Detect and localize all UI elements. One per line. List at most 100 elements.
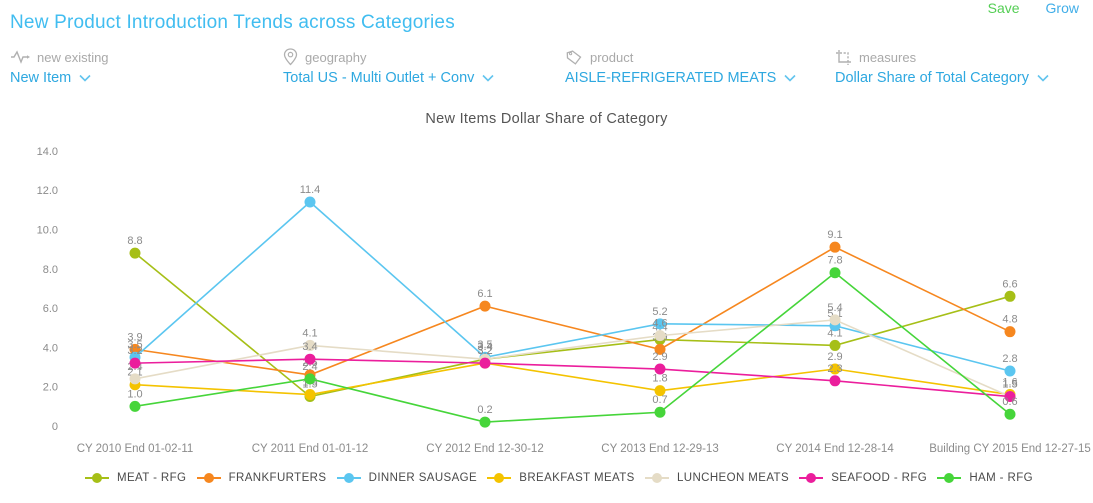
y-axis-tick: 12.0 <box>37 185 58 197</box>
legend-item[interactable]: LUNCHEON MEATS <box>644 472 789 484</box>
data-point[interactable] <box>304 389 316 401</box>
data-label: 11.4 <box>300 184 321 196</box>
x-axis-label: Building CY 2015 End 12-27-15 <box>929 443 1091 455</box>
line-chart: 14.0 12.0 10.0 8.0 6.0 4.0 2.0 0 CY 2010 End 01-… <box>0 138 1093 468</box>
data-point[interactable] <box>829 375 841 387</box>
legend-label: HAM - RFG <box>969 472 1033 484</box>
data-label: 1.5 <box>1002 379 1017 391</box>
data-point[interactable] <box>654 363 666 375</box>
data-point[interactable] <box>1004 391 1016 403</box>
data-label: 1.0 <box>127 388 142 400</box>
data-point[interactable] <box>129 373 141 385</box>
pulse-icon <box>10 49 30 65</box>
data-label: 3.9 <box>127 331 142 343</box>
x-axis-label: CY 2013 End 12-29-13 <box>601 443 718 455</box>
grow-button[interactable]: Grow <box>1045 0 1079 16</box>
header-actions: Save Grow <box>988 0 1079 16</box>
data-point[interactable] <box>829 267 841 279</box>
data-label: 3.4 <box>477 341 492 353</box>
legend-item[interactable]: FRANKFURTERS <box>196 472 327 484</box>
data-point[interactable] <box>304 339 316 351</box>
data-label: 3.2 <box>477 345 492 357</box>
filter-value[interactable]: New Item <box>10 70 72 86</box>
data-point[interactable] <box>829 241 841 253</box>
x-axis-label: CY 2010 End 01-02-11 <box>77 443 194 455</box>
measures-dropdown[interactable]: Dollar Share of Total Category <box>835 70 1093 86</box>
filter-new-existing: new existing New Item <box>10 48 283 92</box>
data-point[interactable] <box>654 343 666 355</box>
series-line <box>134 252 1011 398</box>
data-point[interactable] <box>304 373 316 385</box>
data-label: 3.2 <box>127 345 142 357</box>
data-point[interactable] <box>479 300 491 312</box>
geography-dropdown[interactable]: Total US - Multi Outlet + Conv <box>283 70 565 86</box>
data-point[interactable] <box>829 339 841 351</box>
crop-icon <box>835 49 852 66</box>
data-point[interactable] <box>829 363 841 375</box>
data-point[interactable] <box>654 385 666 397</box>
chevron-down-icon <box>784 74 796 82</box>
filter-value[interactable]: AISLE-REFRIGERATED MEATS <box>565 70 777 86</box>
data-point[interactable] <box>479 357 491 369</box>
legend-marker-icon <box>937 473 962 483</box>
legend-item[interactable]: BREAKFAST MEATS <box>487 472 635 484</box>
legend-label: FRANKFURTERS <box>228 472 327 484</box>
save-button[interactable]: Save <box>987 0 1020 16</box>
data-point[interactable] <box>129 357 141 369</box>
series-line <box>134 271 1011 423</box>
data-point[interactable] <box>654 318 666 330</box>
data-label: 4.6 <box>652 318 667 330</box>
filter-product: product AISLE-REFRIGERATED MEATS <box>565 48 835 92</box>
data-point[interactable] <box>654 330 666 342</box>
data-point[interactable] <box>304 353 316 365</box>
data-point[interactable] <box>129 343 141 355</box>
x-axis-label: CY 2012 End 12-30-12 <box>426 443 543 455</box>
data-label: 3.5 <box>127 339 142 351</box>
filter-value[interactable]: Total US - Multi Outlet + Conv <box>283 70 475 86</box>
data-point[interactable] <box>1004 290 1016 302</box>
legend-item[interactable]: DINNER SAUSAGE <box>336 472 477 484</box>
data-point[interactable] <box>829 314 841 326</box>
data-point[interactable] <box>304 196 316 208</box>
data-label: 5.2 <box>652 306 667 318</box>
data-point[interactable] <box>654 406 666 418</box>
filter-geography: geography Total US - Multi Outlet + Conv <box>283 48 565 92</box>
filter-label: measures <box>859 49 917 65</box>
filter-label: new existing <box>37 49 109 65</box>
data-point[interactable] <box>1004 365 1016 377</box>
y-axis-tick: 6.0 <box>43 303 58 315</box>
data-point[interactable] <box>129 400 141 412</box>
product-dropdown[interactable]: AISLE-REFRIGERATED MEATS <box>565 70 835 86</box>
data-point[interactable] <box>129 247 141 259</box>
legend-item[interactable]: MEAT - RFG <box>85 472 186 484</box>
chevron-down-icon <box>79 74 91 82</box>
data-point[interactable] <box>1004 326 1016 338</box>
legend-item[interactable]: HAM - RFG <box>937 472 1033 484</box>
series-line <box>134 246 1011 376</box>
data-label: 0.7 <box>652 394 667 406</box>
legend-item[interactable]: SEAFOOD - RFG <box>799 472 927 484</box>
legend-marker-icon <box>85 473 109 483</box>
new-existing-dropdown[interactable]: New Item <box>10 70 283 86</box>
data-point[interactable] <box>1004 408 1016 420</box>
legend-label: SEAFOOD - RFG <box>831 472 928 484</box>
y-axis-tick: 0 <box>52 421 58 433</box>
y-axis-tick: 8.0 <box>43 264 58 276</box>
data-label: 6.1 <box>477 288 492 300</box>
data-label: 6.6 <box>1002 278 1017 290</box>
series-line <box>134 362 1011 396</box>
data-label: 1.6 <box>1002 377 1017 389</box>
tag-icon <box>565 49 583 66</box>
data-label: 0.2 <box>477 404 492 416</box>
filter-value[interactable]: Dollar Share of Total Category <box>835 70 1029 86</box>
data-point[interactable] <box>479 416 491 428</box>
data-label: 0.6 <box>1002 396 1017 408</box>
data-label: 2.9 <box>652 351 667 363</box>
data-label: 9.1 <box>827 229 842 241</box>
data-label: 4.1 <box>827 327 842 339</box>
data-label: 3.4 <box>477 341 492 353</box>
legend-label: MEAT - RFG <box>117 472 187 484</box>
chart-canvas[interactable]: 14.0 12.0 10.0 8.0 6.0 4.0 2.0 0 CY 2010 End 01-… <box>0 138 1093 468</box>
y-axis-tick: 10.0 <box>37 225 58 237</box>
